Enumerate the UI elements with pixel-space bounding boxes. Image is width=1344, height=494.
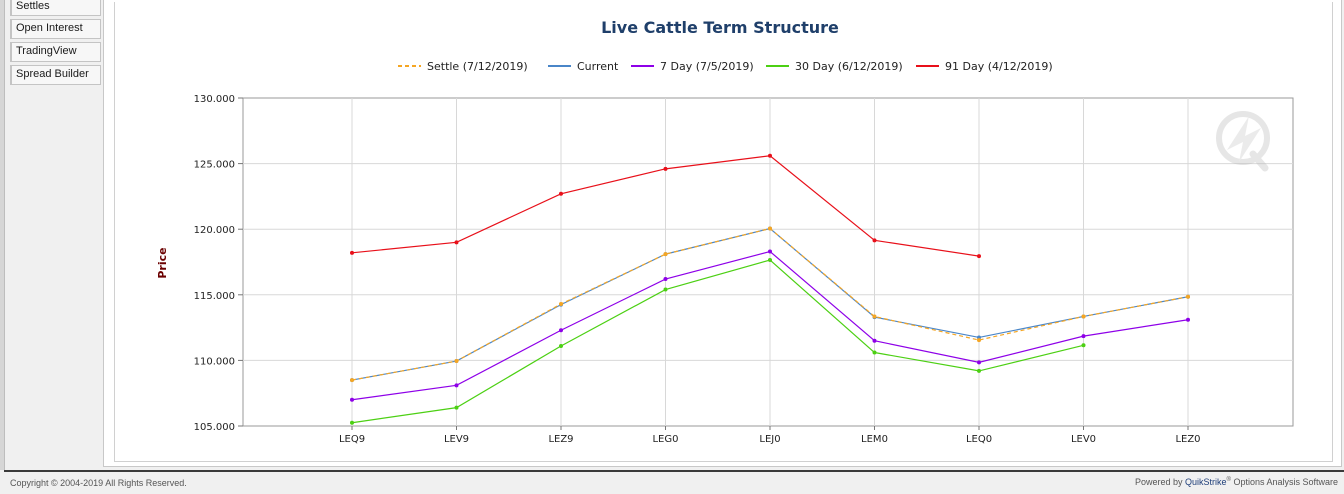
x-tick-label: LEQ9: [339, 434, 365, 445]
data-point[interactable]: [977, 254, 981, 259]
data-point[interactable]: [1186, 317, 1190, 322]
data-point[interactable]: [977, 338, 981, 343]
powered-by-label: Powered by: [1134, 477, 1183, 487]
quikstrike-watermark-icon: [1216, 111, 1270, 172]
x-tick-label: LEM0: [861, 434, 888, 445]
y-tick-label: 120.000: [194, 225, 235, 236]
chart-frame: Live Cattle Term Structure Settle (7/12/…: [114, 2, 1333, 462]
data-point[interactable]: [872, 314, 877, 319]
data-point[interactable]: [1081, 314, 1086, 319]
series-0-group: [350, 226, 1190, 383]
data-point[interactable]: [663, 277, 668, 282]
data-point[interactable]: [350, 378, 354, 383]
data-point[interactable]: [559, 191, 563, 196]
data-point[interactable]: [559, 328, 563, 333]
y-tick-label: 115.000: [194, 291, 235, 302]
y-tick-label: 105.000: [194, 422, 235, 433]
legend-label: 30 Day (6/12/2019): [795, 60, 903, 73]
brand-mark: ®: [1226, 477, 1231, 483]
data-point[interactable]: [768, 226, 772, 231]
data-point[interactable]: [454, 405, 459, 410]
data-point[interactable]: [1081, 334, 1086, 339]
chart-panel: Live Cattle Term Structure Settle (7/12/…: [103, 0, 1342, 467]
x-tick-label: LEG0: [652, 434, 678, 445]
data-point[interactable]: [559, 343, 563, 348]
data-point[interactable]: [663, 166, 668, 171]
data-point[interactable]: [872, 338, 877, 343]
sidebar-item-open-interest[interactable]: Open Interest: [10, 19, 101, 39]
gridlines: [243, 98, 1293, 426]
plot-area: [242, 97, 1294, 427]
x-axis-ticks: LEQ9 LEV9 LEZ9 LEG0 LEJ0 LEM0 LEQ0 LEV0 LEZ0: [339, 426, 1201, 445]
legend-label: 91 Day (4/12/2019): [945, 60, 1053, 73]
y-tick-label: 130.000: [194, 94, 235, 105]
term-structure-chart: Live Cattle Term Structure Settle (7/12/…: [156, 18, 1294, 445]
legend-item[interactable]: 91 Day (4/12/2019): [916, 60, 1053, 73]
x-tick-label: LEQ0: [966, 434, 992, 445]
x-tick-label: LEZ0: [1175, 434, 1200, 445]
data-point[interactable]: [768, 249, 772, 254]
sidebar-item-tradingview[interactable]: TradingView: [10, 42, 101, 62]
x-tick-label: LEV0: [1071, 434, 1096, 445]
data-point[interactable]: [872, 238, 877, 243]
product-name: Options Analysis Software: [1233, 477, 1338, 487]
data-point[interactable]: [454, 240, 459, 245]
x-tick-label: LEZ9: [548, 434, 573, 445]
copyright-text: Copyright © 2004-2019 All Rights Reserve…: [10, 478, 187, 488]
series-line: [351, 259, 1084, 424]
chart-title: Live Cattle Term Structure: [601, 18, 839, 37]
chart-legend: Settle (7/12/2019) Current 7 Day (7/5/2019…: [398, 60, 1053, 73]
data-point[interactable]: [663, 287, 668, 292]
data-point[interactable]: [872, 350, 877, 355]
legend-item[interactable]: 7 Day (7/5/2019): [631, 60, 754, 73]
data-point[interactable]: [350, 397, 354, 402]
series-2-group: [350, 249, 1190, 402]
data-point[interactable]: [768, 258, 772, 263]
y-axis-label: Price: [156, 247, 169, 278]
data-point[interactable]: [1186, 294, 1190, 299]
sidebar: Settles Open Interest TradingView Spread…: [10, 0, 101, 88]
brand-link[interactable]: QuikStrike: [1184, 477, 1227, 487]
sidebar-item-settles[interactable]: Settles: [10, 0, 101, 16]
series-lines: [350, 153, 1190, 425]
data-point[interactable]: [977, 368, 981, 373]
data-point[interactable]: [663, 252, 668, 257]
sidebar-item-spread-builder[interactable]: Spread Builder: [10, 65, 101, 85]
data-point[interactable]: [350, 250, 354, 255]
legend-label: Current: [577, 60, 619, 73]
y-axis-ticks: 105.000 110.000 115.000 120.000 125.000 130.0…: [194, 94, 243, 433]
data-point[interactable]: [1081, 343, 1086, 348]
page-left-border: [0, 0, 5, 470]
data-point[interactable]: [350, 420, 354, 425]
legend-item[interactable]: 30 Day (6/12/2019): [766, 60, 903, 73]
data-point[interactable]: [768, 153, 772, 158]
data-point[interactable]: [559, 301, 563, 306]
footer-divider: [4, 470, 1344, 472]
x-tick-label: LEV9: [444, 434, 469, 445]
powered-by: Powered by QuikStrike® Options Analysis …: [1135, 477, 1338, 487]
data-point[interactable]: [454, 383, 459, 388]
data-point[interactable]: [977, 360, 981, 365]
legend-label: 7 Day (7/5/2019): [660, 60, 754, 73]
series-4-group: [350, 153, 981, 259]
y-tick-label: 110.000: [194, 356, 235, 367]
legend-item[interactable]: Current: [548, 60, 619, 73]
legend-item[interactable]: Settle (7/12/2019): [398, 60, 528, 73]
x-tick-label: LEJ0: [759, 434, 780, 445]
series-3-group: [350, 258, 1086, 425]
data-point[interactable]: [454, 359, 459, 364]
y-tick-label: 125.000: [194, 160, 235, 171]
legend-label: Settle (7/12/2019): [427, 60, 528, 73]
